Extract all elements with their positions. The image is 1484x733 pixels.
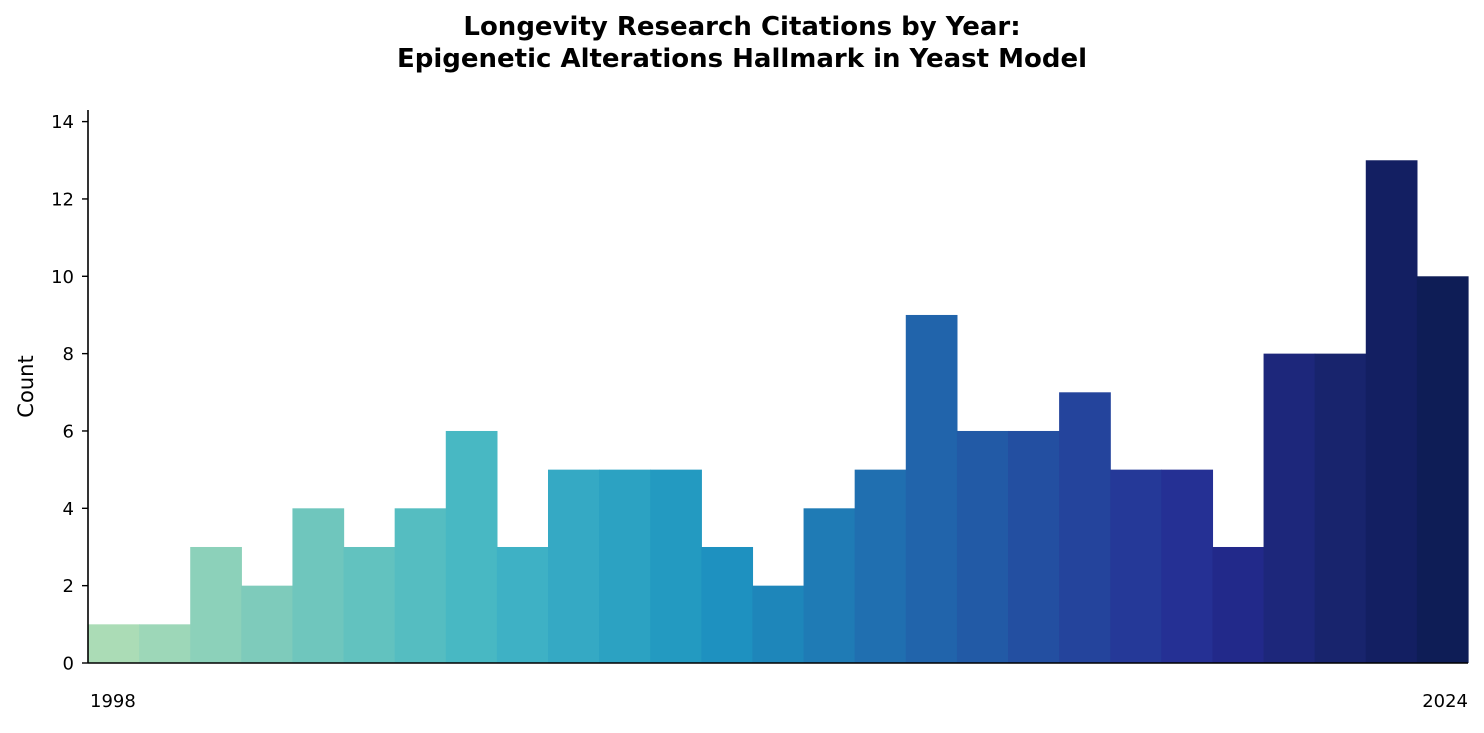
bar-2011	[752, 585, 805, 663]
y-tick-label: 4	[63, 499, 74, 520]
bar-2009	[650, 469, 702, 663]
bar-2003	[343, 546, 396, 663]
bar-2000	[190, 546, 242, 663]
bar-2013	[854, 469, 907, 663]
y-tick-label: 10	[51, 267, 74, 288]
chart-title-line-1: Longevity Research Citations by Year:	[463, 12, 1021, 42]
bar-2021	[1263, 353, 1316, 663]
bar-2023	[1365, 160, 1418, 663]
bar-2017	[1059, 392, 1111, 663]
bar-2012	[803, 508, 856, 663]
bars-layer	[88, 160, 1469, 663]
bar-2007	[548, 469, 600, 663]
bar-2022	[1314, 353, 1367, 663]
y-axis-ticks: 0 2 4 6 8 10 12 14	[51, 112, 88, 675]
bar-1998	[88, 624, 140, 663]
bar-1999	[139, 624, 191, 663]
bar-2019	[1161, 469, 1214, 663]
y-axis-label: Count	[14, 355, 38, 417]
x-axis-ticks: 1998 2024	[90, 691, 1468, 712]
bar-2002	[292, 508, 345, 663]
y-tick-label: 12	[51, 189, 74, 210]
bar-2008	[599, 469, 651, 663]
y-tick-label: 2	[63, 576, 74, 597]
x-tick-label-first: 1998	[90, 691, 136, 712]
bar-2024	[1416, 276, 1469, 663]
chart-title-line-2: Epigenetic Alterations Hallmark in Yeast…	[396, 44, 1088, 74]
bar-2004	[394, 508, 447, 663]
bar-2018	[1110, 469, 1162, 663]
y-tick-label: 0	[63, 654, 74, 675]
y-tick-label: 8	[63, 344, 74, 365]
bar-2014	[905, 314, 958, 663]
bar-2015	[956, 430, 1009, 663]
bar-2006	[496, 546, 549, 663]
y-tick-label: 6	[63, 421, 74, 442]
bar-2001	[241, 585, 294, 663]
bar-2005	[445, 430, 498, 663]
y-tick-label: 14	[51, 112, 74, 133]
bar-2016	[1008, 430, 1060, 663]
bar-2010	[701, 546, 754, 663]
x-tick-label-last: 2024	[1422, 691, 1468, 712]
bar-2020	[1212, 546, 1265, 663]
